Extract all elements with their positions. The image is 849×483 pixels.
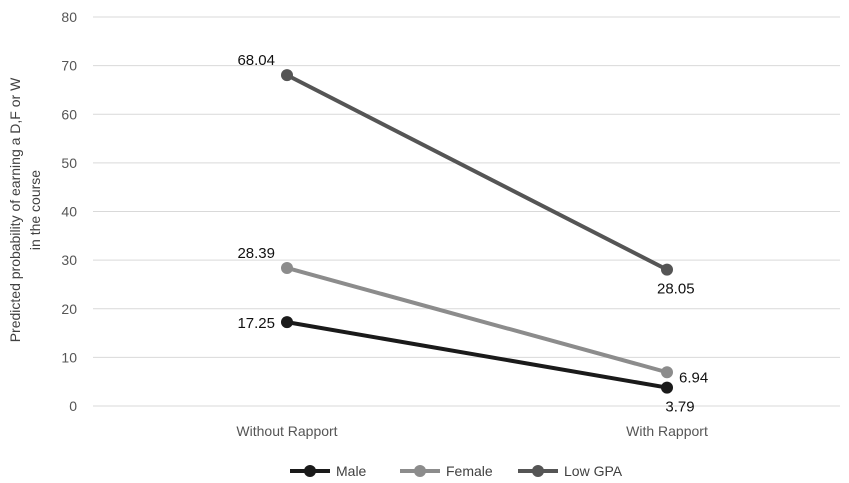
gridlines	[93, 16, 840, 407]
series-line	[286, 73, 668, 272]
data-label: 28.39	[237, 245, 275, 262]
x-tick-label: Without Rapport	[236, 423, 337, 439]
legend-marker	[532, 465, 544, 477]
series-line	[286, 266, 668, 375]
data-label: 17.25	[237, 315, 275, 332]
legend-label: Female	[446, 463, 493, 479]
series-female	[281, 261, 673, 379]
data-point	[661, 366, 673, 379]
y-tick-label: 0	[69, 398, 77, 414]
data-point	[661, 263, 673, 276]
y-tick-label: 50	[61, 155, 77, 171]
legend-marker	[414, 465, 426, 477]
data-label: 3.79	[665, 399, 694, 416]
series-male	[281, 316, 673, 394]
legend-item: Low GPA	[518, 463, 623, 479]
data-point	[281, 316, 293, 329]
legend-label: Male	[336, 463, 367, 479]
series-line	[286, 320, 668, 390]
y-axis-label-line-2: in the course	[27, 170, 43, 250]
y-axis-ticks: 0 10 20 30 40 50 60 70 80	[61, 9, 77, 414]
data-label: 68.04	[237, 52, 275, 69]
y-tick-label: 70	[61, 58, 77, 74]
y-tick-label: 10	[61, 349, 77, 365]
y-tick-label: 80	[61, 9, 77, 25]
y-tick-label: 20	[61, 301, 77, 317]
y-axis-label: Predicted probability of earning a D,F o…	[7, 77, 43, 342]
y-axis-label-line-1: Predicted probability of earning a D,F o…	[7, 77, 23, 342]
legend-marker	[304, 465, 316, 477]
series-low-gpa	[281, 69, 673, 276]
data-point	[281, 69, 293, 82]
legend-item: Male	[290, 463, 367, 479]
y-tick-label: 30	[61, 252, 77, 268]
data-label: 28.05	[657, 281, 695, 298]
x-tick-label: With Rapport	[626, 423, 708, 439]
legend: Male Female Low GPA	[290, 463, 623, 479]
x-axis-ticks: Without Rapport With Rapport	[236, 423, 708, 439]
series-group: 17.25 3.79 28.39 6.94 68.04 28.05	[237, 52, 708, 415]
legend-label: Low GPA	[564, 463, 623, 479]
y-tick-label: 60	[61, 106, 77, 122]
legend-item: Female	[400, 463, 493, 479]
data-label: 6.94	[679, 369, 708, 386]
data-point	[661, 381, 673, 394]
data-point	[281, 261, 293, 274]
y-tick-label: 40	[61, 204, 77, 220]
